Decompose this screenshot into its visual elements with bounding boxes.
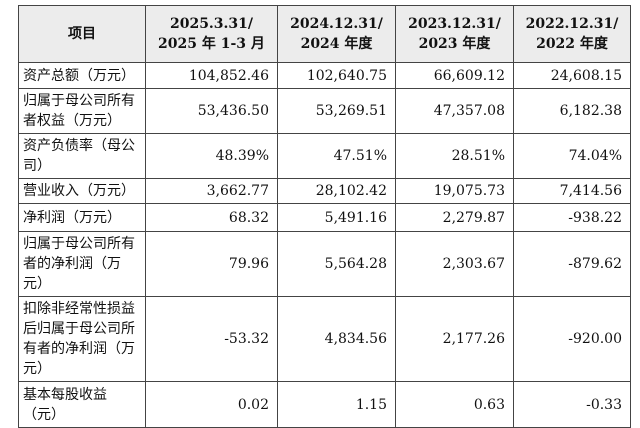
value-cell: 47,357.08 [395,88,514,134]
value-cell: 6,182.38 [513,88,631,134]
value-cell: 74.04% [513,133,631,179]
header-line: 2025 年 1-3 月 [158,36,265,52]
header-cell: 2025.3.31/2025 年 1-3 月 [145,5,278,63]
header-line: 2023 年度 [418,36,491,52]
value-cell: 47.51% [277,133,396,179]
value-cell: 48.39% [145,133,278,179]
header-line: 2022 年度 [536,36,608,52]
data-row: 资产负债率（母公司） 48.39% 47.51% 28.51% 74.04% [18,133,631,179]
value-cell: -879.62 [513,231,631,297]
row-label: 基本每股收益（元） [18,381,146,428]
table-wrap: 项目 2025.3.31/2025 年 1-3 月 2024.12.31/2024 … [18,5,631,428]
data-row: 归属于母公司所有者的净利润（万元） 79.96 5,564.28 2,303.67 -8… [18,231,631,297]
data-row: 净利润（万元） 68.32 5,491.16 2,279.87 -938.22 [18,203,631,232]
value-cell: 53,269.51 [277,88,396,134]
value-cell: 28.51% [395,133,514,179]
data-row: 营业收入（万元） 3,662.77 28,102.42 19,075.73 7,414.… [18,178,631,204]
value-cell: 2,177.26 [395,296,514,382]
value-cell: 19,075.73 [395,178,514,204]
value-cell: -920.00 [513,296,631,382]
value-cell: 5,491.16 [277,203,396,232]
value-cell: -53.32 [145,296,278,382]
header-row: 项目 2025.3.31/2025 年 1-3 月 2024.12.31/2024 … [18,5,631,63]
data-row: 归属于母公司所有者权益（万元） 53,436.50 53,269.51 47,357.… [18,88,631,134]
header-line: 项目 [68,26,96,42]
header-cell: 2022.12.31/2022 年度 [513,5,631,63]
header-line: 2022.12.31/ [525,16,619,32]
table-body: 资产总额（万元） 104,852.46 102,640.75 66,609.12 24,… [18,62,631,428]
financial-table: 项目 2025.3.31/2025 年 1-3 月 2024.12.31/2024 … [18,5,631,428]
value-cell: 66,609.12 [395,62,514,89]
data-row: 基本每股收益（元） 0.02 1.15 0.63 -0.33 [18,381,631,428]
value-cell: 104,852.46 [145,62,278,89]
row-label: 归属于母公司所有者权益（万元） [18,88,146,134]
value-cell: 102,640.75 [277,62,396,89]
data-row: 扣除非经常性损益后归属于母公司所有者的净利润（万元） -53.32 4,834.56… [18,296,631,382]
data-row: 资产总额（万元） 104,852.46 102,640.75 66,609.12 24,… [18,62,631,89]
value-cell: 4,834.56 [277,296,396,382]
header-line: 2024 年度 [300,36,373,52]
value-cell: 0.63 [395,381,514,428]
value-cell: 7,414.56 [513,178,631,204]
header-cell: 项目 [18,5,146,63]
value-cell: 53,436.50 [145,88,278,134]
header-cell: 2023.12.31/2023 年度 [395,5,514,63]
row-label: 净利润（万元） [18,203,146,232]
header-line: 2024.12.31/ [290,16,383,32]
value-cell: 3,662.77 [145,178,278,204]
value-cell: 2,303.67 [395,231,514,297]
header-line: 2023.12.31/ [408,16,501,32]
value-cell: -0.33 [513,381,631,428]
value-cell: -938.22 [513,203,631,232]
value-cell: 0.02 [145,381,278,428]
row-label: 营业收入（万元） [18,178,146,204]
row-label: 扣除非经常性损益后归属于母公司所有者的净利润（万元） [18,296,146,382]
value-cell: 28,102.42 [277,178,396,204]
row-label: 资产负债率（母公司） [18,133,146,179]
row-label: 资产总额（万元） [18,62,146,89]
header-line: 2025.3.31/ [169,16,254,32]
value-cell: 24,608.15 [513,62,631,89]
row-label: 归属于母公司所有者的净利润（万元） [18,231,146,297]
value-cell: 68.32 [145,203,278,232]
value-cell: 1.15 [277,381,396,428]
value-cell: 79.96 [145,231,278,297]
value-cell: 5,564.28 [277,231,396,297]
header-cell: 2024.12.31/2024 年度 [277,5,396,63]
value-cell: 2,279.87 [395,203,514,232]
